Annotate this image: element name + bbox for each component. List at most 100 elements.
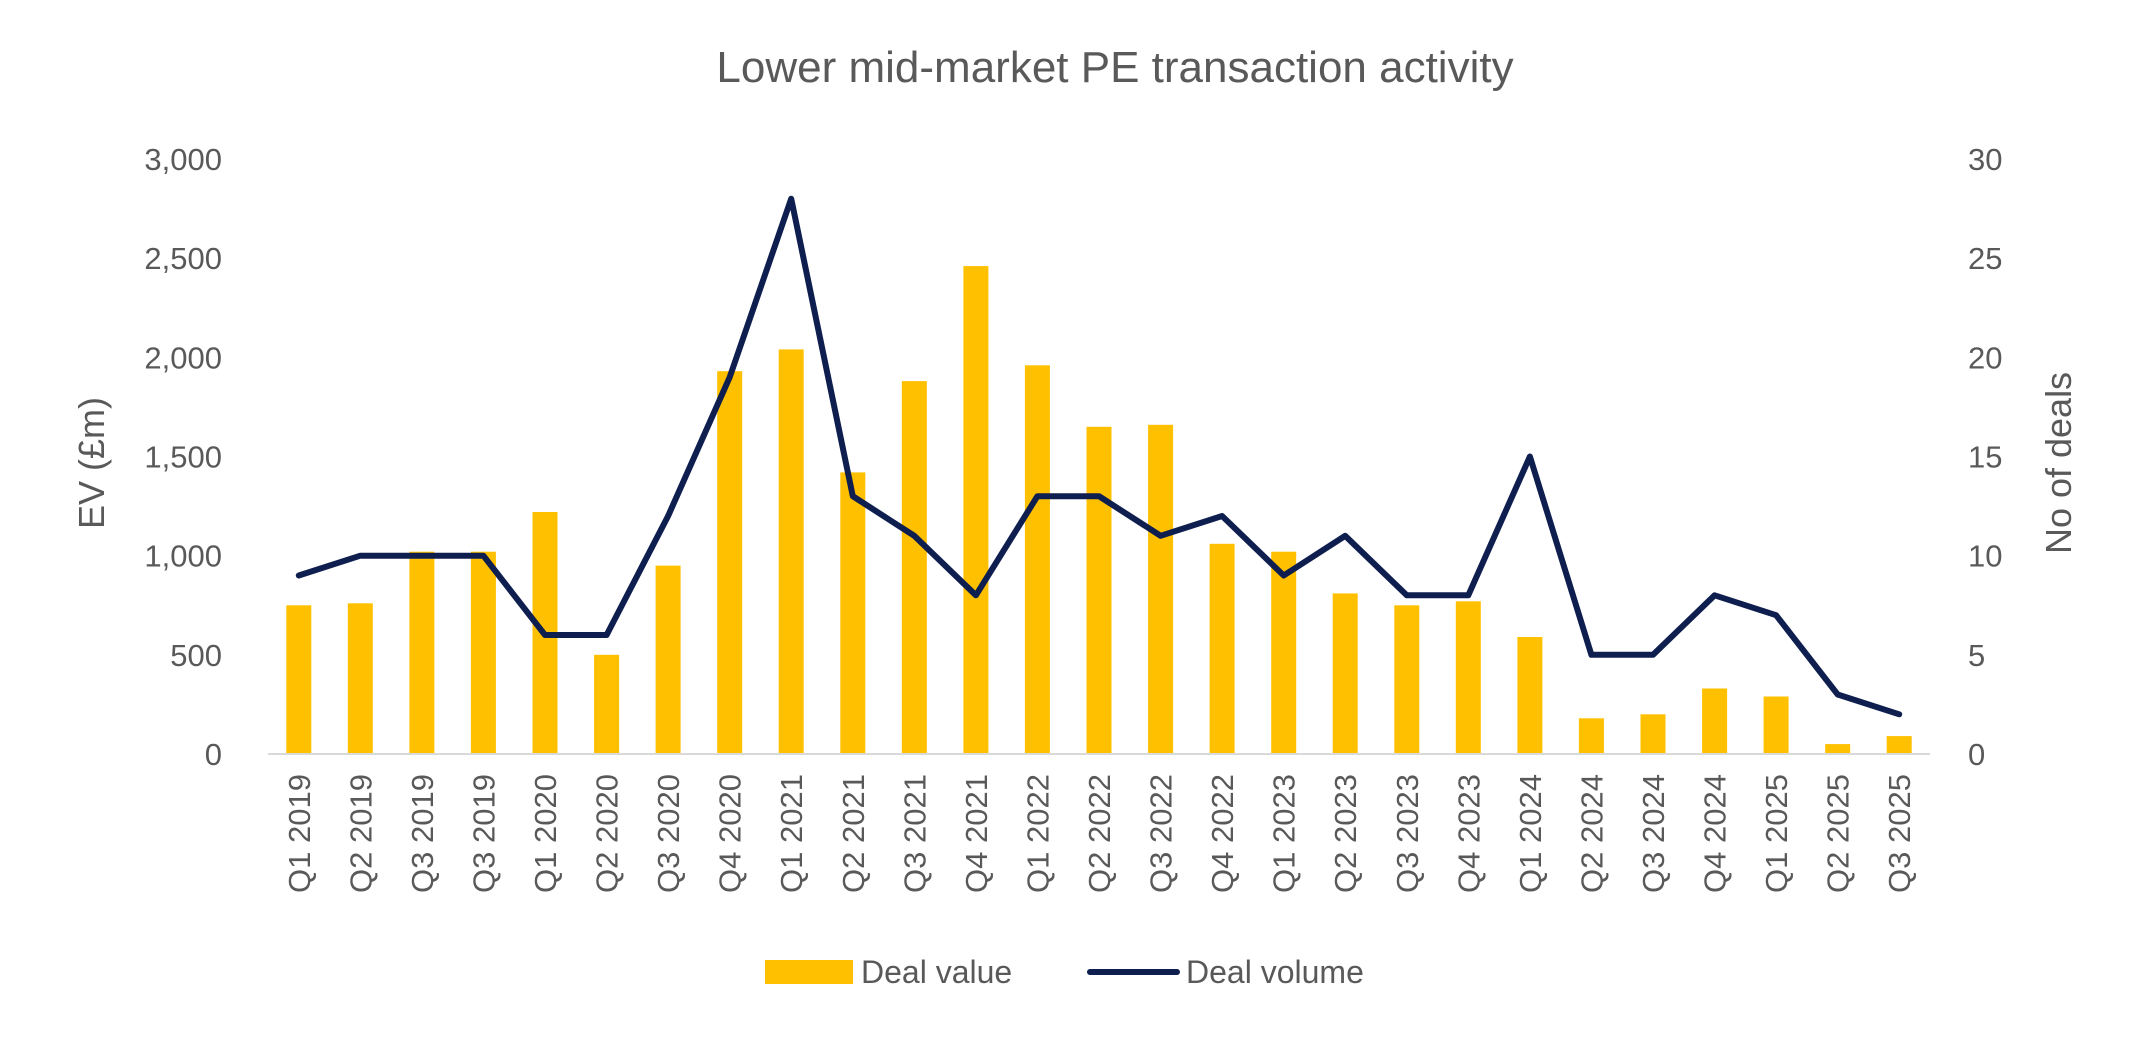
x-tick-label: Q1 2023 <box>1267 774 1302 893</box>
deal-volume-point-9 <box>851 495 854 498</box>
x-tick-label: Q4 2020 <box>713 774 748 893</box>
deal-volume-point-15 <box>1221 515 1224 517</box>
deal-volume-point-17 <box>1344 534 1347 537</box>
bar-q1-2024-20 <box>1517 637 1543 754</box>
y2-tick-label: 0 <box>1968 737 1985 772</box>
bar-q1-2025-24 <box>1763 696 1789 754</box>
deal-volume-point-3 <box>482 554 485 557</box>
x-tick-label: Q3 2019 <box>405 774 440 893</box>
x-axis-ticks: Q1 2019 Q2 2019 Q3 2019 Q3 2019 Q1 2020 Q2 20… <box>282 774 1917 893</box>
x-tick-label: Q3 2020 <box>651 774 686 893</box>
x-tick-label: Q2 2023 <box>1328 774 1363 893</box>
bar-q3-2022-14 <box>1148 424 1174 754</box>
line-layer <box>295 195 1903 718</box>
legend-label-deal-value: Deal value <box>861 954 1012 990</box>
deal-volume-point-5 <box>605 634 608 636</box>
bar-q2-2020-5 <box>594 654 620 754</box>
deal-volume-point-21 <box>1590 653 1593 656</box>
bar-q2-2019-1 <box>347 603 373 754</box>
x-tick-label: Q4 2022 <box>1205 774 1240 893</box>
x-tick-label: Q1 2020 <box>528 774 563 893</box>
deal-volume-point-20 <box>1528 455 1531 458</box>
bar-q2-2022-13 <box>1086 426 1112 755</box>
x-tick-label: Q1 2021 <box>774 774 809 893</box>
bar-q3-2020-6 <box>655 565 681 754</box>
y2-tick-label: 5 <box>1968 638 1985 673</box>
deal-volume-point-1 <box>359 554 362 557</box>
legend-label-deal-volume: Deal volume <box>1186 954 1364 990</box>
x-tick-label: Q2 2022 <box>1082 774 1117 893</box>
x-tick-label: Q3 2022 <box>1144 774 1179 893</box>
x-tick-label: Q2 2024 <box>1574 774 1609 893</box>
x-tick-label: Q4 2023 <box>1451 774 1486 893</box>
deal-volume-point-4 <box>544 634 546 636</box>
y-axis-ticks: 0 500 1,000 1,500 2,000 2,500 3,000 <box>144 142 222 772</box>
bar-q4-2024-23 <box>1702 688 1728 754</box>
deal-volume-point-22 <box>1652 653 1654 656</box>
x-tick-label: Q3 2021 <box>897 774 932 893</box>
deal-volume-point-18 <box>1405 594 1408 597</box>
x-tick-label: Q3 2025 <box>1882 774 1917 893</box>
deal-volume-point-12 <box>1036 495 1039 498</box>
x-tick-label: Q3 2023 <box>1390 774 1425 893</box>
bar-q1-2023-16 <box>1271 551 1297 754</box>
deal-volume-point-26 <box>1898 713 1901 716</box>
x-tick-label: Q2 2019 <box>343 774 378 893</box>
deal-volume-point-14 <box>1159 534 1162 537</box>
x-tick-label: Q4 2024 <box>1698 774 1733 893</box>
bars-layer <box>286 266 1912 755</box>
y-tick-label: 500 <box>170 638 222 673</box>
deal-volume-point-25 <box>1836 693 1839 696</box>
bar-q3-2019-2 <box>409 551 435 754</box>
x-tick-label: Q1 2024 <box>1513 774 1548 893</box>
x-tick-label: Q2 2021 <box>836 774 871 893</box>
x-tick-label: Q1 2025 <box>1759 774 1794 893</box>
deal-volume-point-24 <box>1775 614 1778 617</box>
bar-q2-2024-21 <box>1578 718 1604 754</box>
bar-q3-2025-26 <box>1886 736 1912 754</box>
bar-q1-2021-8 <box>778 349 804 754</box>
bar-q4-2021-11 <box>963 266 989 754</box>
y-tick-label: 3,000 <box>144 142 222 177</box>
bar-q1-2022-12 <box>1024 365 1050 754</box>
y2-axis-ticks: 0 5 10 15 20 25 30 <box>1968 142 2002 772</box>
y2-tick-label: 15 <box>1968 440 2002 475</box>
deal-volume-point-2 <box>420 554 423 557</box>
deal-volume-point-6 <box>667 515 670 517</box>
x-tick-label: Q3 2024 <box>1636 774 1671 893</box>
y2-axis-title: No of deals <box>2038 372 2079 554</box>
deal-volume-point-10 <box>913 534 916 537</box>
y2-tick-label: 10 <box>1968 539 2002 574</box>
x-tick-label: Q1 2022 <box>1020 774 1055 893</box>
y2-tick-label: 20 <box>1968 340 2002 375</box>
legend: Deal value Deal volume <box>765 954 1364 990</box>
x-tick-label: Q4 2021 <box>959 774 994 893</box>
y-tick-label: 2,500 <box>144 241 222 276</box>
bar-q4-2023-19 <box>1455 601 1481 754</box>
bar-q2-2025-25 <box>1825 744 1851 754</box>
deal-volume-point-19 <box>1467 594 1470 597</box>
bar-q1-2019-0 <box>286 605 312 755</box>
deal-volume-point-13 <box>1098 495 1100 498</box>
chart-title: Lower mid-market PE transaction activity <box>716 43 1513 92</box>
y-axis-title: EV (£m) <box>71 397 112 529</box>
deal-volume-point-11 <box>974 594 977 597</box>
deal-volume-point-8 <box>790 197 793 200</box>
y-tick-label: 2,000 <box>144 340 222 375</box>
deal-volume-point-0 <box>297 574 300 577</box>
bar-q2-2023-17 <box>1332 593 1358 754</box>
x-tick-label: Q2 2020 <box>590 774 625 893</box>
bar-q3-2024-22 <box>1640 714 1666 754</box>
x-tick-label: Q1 2019 <box>282 774 317 893</box>
deal-volume-point-7 <box>728 376 731 379</box>
bar-q4-2020-7 <box>717 371 743 754</box>
deal-volume-point-16 <box>1282 574 1285 577</box>
legend-swatch-deal-value <box>765 960 853 984</box>
bar-q2-2021-9 <box>840 472 866 754</box>
y-tick-label: 1,000 <box>144 539 222 574</box>
deal-volume-point-23 <box>1713 594 1716 597</box>
x-tick-label: Q3 2019 <box>466 774 501 893</box>
bar-q3-2021-10 <box>901 381 927 754</box>
